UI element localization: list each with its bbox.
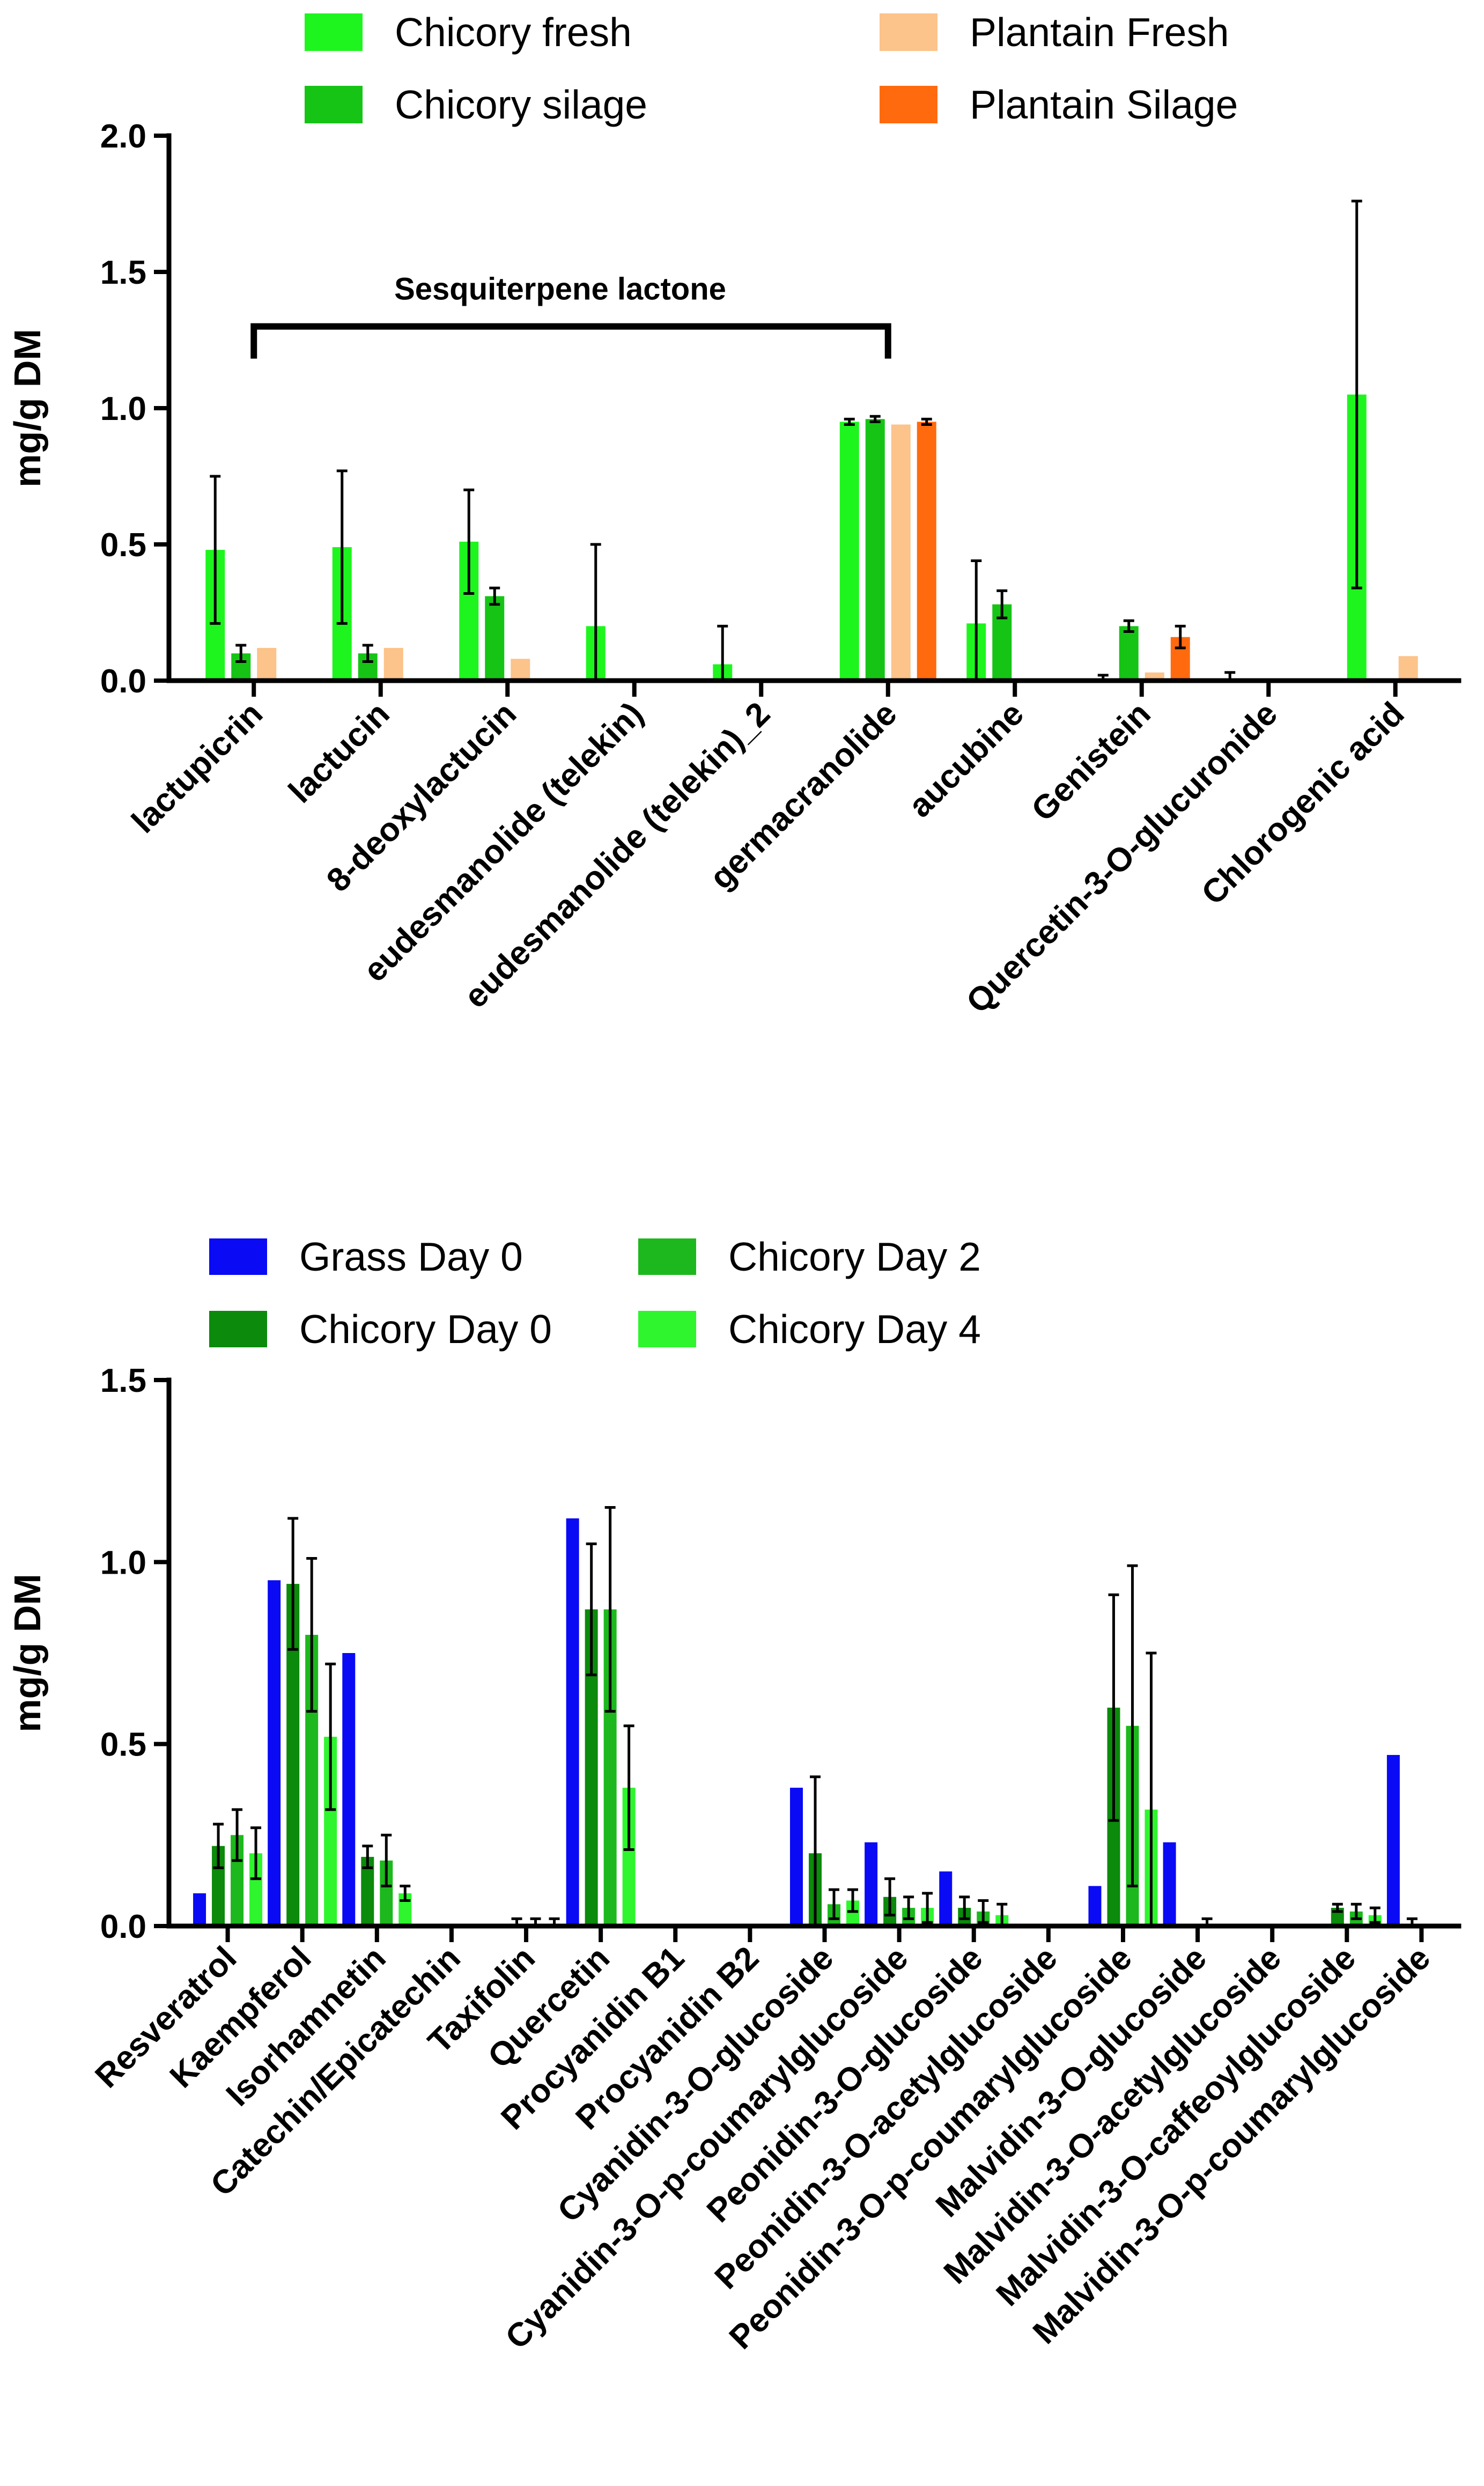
- y-axis-label: mg/g DM: [6, 329, 48, 488]
- y-tick-label: 0.5: [100, 527, 146, 564]
- chart-top: Chicory fresh Chicory silage Plantain Fres…: [6, 10, 1461, 1021]
- bar: [1088, 1886, 1102, 1926]
- bar: [1163, 1842, 1176, 1926]
- legend-swatch: [209, 1238, 267, 1275]
- y-tick-label: 0.0: [100, 663, 146, 700]
- legend-swatch: [305, 13, 363, 51]
- bar: [1398, 656, 1418, 681]
- legend-swatch: [880, 13, 937, 51]
- bar: [891, 424, 911, 681]
- bar: [342, 1653, 356, 1926]
- y-tick-label: 1.5: [100, 1362, 146, 1399]
- bar: [511, 659, 530, 681]
- legend-label: Chicory Day 0: [299, 1307, 552, 1352]
- legend-label: Grass Day 0: [299, 1234, 523, 1279]
- bar: [257, 648, 277, 681]
- bar: [790, 1788, 803, 1926]
- legend-label: Plantain Silage: [970, 82, 1238, 127]
- bar: [566, 1518, 579, 1926]
- legend-label: Chicory silage: [395, 82, 647, 127]
- bar: [268, 1580, 281, 1926]
- legend-swatch: [209, 1311, 267, 1347]
- y-tick-label: 0.5: [100, 1727, 146, 1764]
- y-tick-label: 1.0: [100, 390, 146, 427]
- bar: [939, 1871, 953, 1926]
- legend-swatch: [638, 1238, 696, 1275]
- y-tick-label: 1.0: [100, 1544, 146, 1581]
- annotation-bracket: [250, 323, 891, 359]
- y-tick-label: 2.0: [100, 118, 146, 155]
- y-axis-label: mg/g DM: [6, 1574, 48, 1732]
- legend-swatch: [880, 86, 937, 123]
- bar: [383, 648, 403, 681]
- y-tick-label: 0.0: [100, 1908, 146, 1945]
- bar: [485, 596, 505, 681]
- legend-swatch: [638, 1311, 696, 1347]
- bar: [193, 1893, 206, 1926]
- bar: [839, 422, 859, 681]
- bar: [1119, 626, 1139, 681]
- legend-label: Chicory fresh: [395, 10, 632, 55]
- legend-label: Chicory Day 4: [728, 1307, 981, 1352]
- bar: [917, 422, 936, 681]
- bar: [865, 419, 885, 681]
- y-tick-label: 1.5: [100, 254, 146, 291]
- annotation-label: Sesquiterpene lactone: [394, 272, 726, 307]
- bar: [865, 1842, 878, 1926]
- bar: [1386, 1755, 1400, 1926]
- legend-swatch: [305, 86, 363, 123]
- legend-label: Chicory Day 2: [728, 1234, 981, 1279]
- legend-label: Plantain Fresh: [970, 10, 1229, 55]
